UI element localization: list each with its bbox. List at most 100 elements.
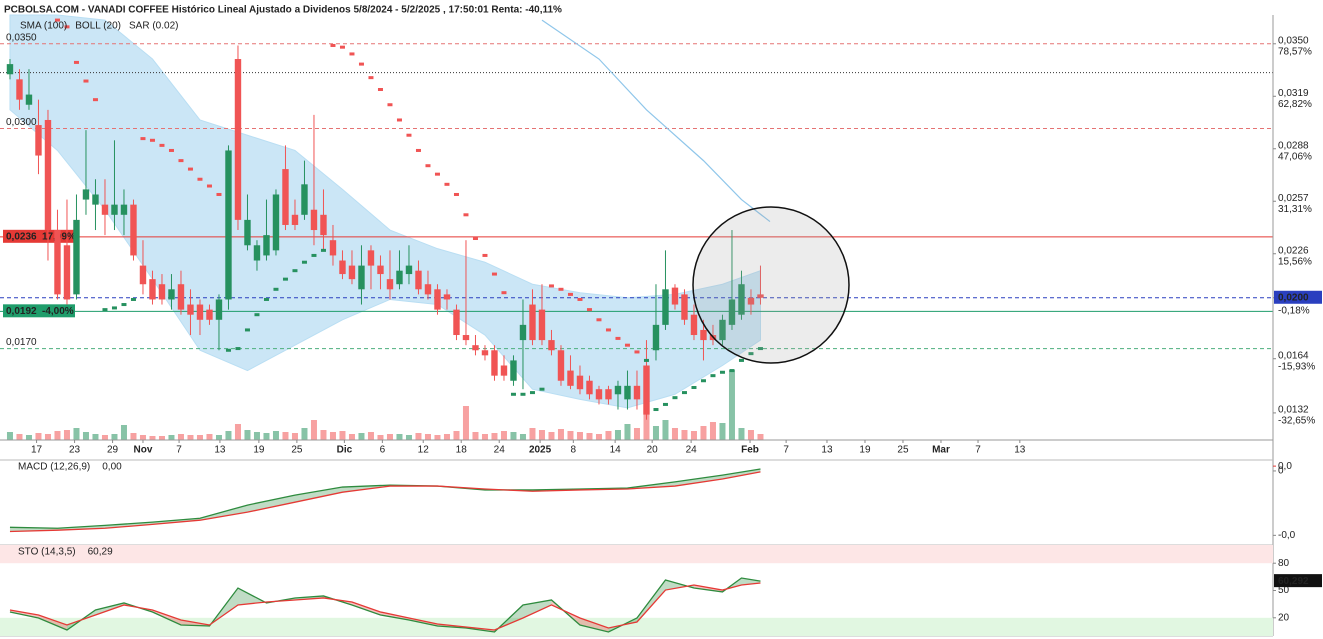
candle-body [187,304,194,315]
volume-bar [111,434,118,440]
candle-body [557,350,565,381]
volume-bar [44,434,51,440]
sar-dot [178,159,184,163]
volume-bar [529,428,536,440]
volume-bar [82,432,89,440]
x-tick-label: 7 [783,445,789,456]
volume-bar [671,428,678,440]
last-price-box [1274,290,1322,304]
candle-body [149,279,156,300]
level-label: 0,0350 [6,32,37,43]
volume-bar [348,434,355,440]
candle-body [671,287,679,305]
sar-dot [700,379,706,383]
sar-dot [472,237,478,241]
sar-dot [482,253,488,257]
candle-body [63,245,71,300]
sar-dot [339,45,345,49]
volume-bar [35,433,42,440]
candle-body [405,265,413,275]
candle-body [44,119,52,231]
sar-dot [396,118,402,122]
x-tick-label: 19 [859,445,871,456]
volume-bar [339,431,346,440]
volume-bar [605,431,612,440]
volume-bar [567,431,574,440]
volume-bar [500,431,507,440]
y-tick-label: 50 [1278,585,1290,596]
candle-body [738,284,745,315]
legend-entry: SMA (100) [20,21,67,32]
indicator-line [9,468,761,529]
candle-body [329,240,337,256]
candle-body [120,204,128,215]
sma-line [541,19,771,223]
volume-bar [633,428,640,440]
candle-body [595,389,603,400]
volume-bar [481,434,488,440]
volume-bar [63,430,70,440]
x-tick-label: 17 [31,445,43,456]
sar-dot [301,260,307,264]
candle-body [263,235,270,256]
y-tick-sublabel: -32,65% [1278,416,1315,427]
candle-body [500,365,508,376]
candle-body [624,385,631,400]
y-tick-label: 0,0164 [1278,350,1309,361]
candle-body [652,324,660,351]
x-tick-label: 13 [821,445,833,456]
candle-body [367,250,375,266]
candle-body [424,284,432,295]
candle-body [139,265,147,285]
sar-dot [330,43,336,47]
sar-dot [729,369,735,373]
volume-bar [196,435,203,440]
sar-dot [567,292,573,296]
volume-bar [586,433,593,440]
y-tick-sublabel: 62,82% [1278,99,1312,110]
candle-body [377,265,384,275]
volume-bar [453,431,460,440]
sar-dot [586,308,592,312]
candle-body [301,184,308,215]
fill-between [247,495,295,513]
candle-body [244,219,251,246]
volume-bar [282,432,289,440]
volume-bar [719,423,726,440]
volume-bar [244,430,251,440]
sar-dot [64,25,70,29]
candle-body [234,59,242,220]
volume-bar [538,430,545,440]
candle-body [510,360,517,381]
sar-dot [415,148,421,152]
candle-body [348,265,356,280]
volume-bar [272,431,279,440]
sar-dot [216,192,222,196]
y-tick-sublabel: 15,56% [1278,256,1312,267]
volume-bar [424,434,431,440]
candle-body [16,79,23,100]
y-tick-label: 0,0350 [1278,35,1309,46]
y-tick-sublabel: 47,06% [1278,151,1312,162]
candle-body [529,304,536,341]
candle-body [719,319,726,341]
volume-bar [510,432,517,440]
candle-body [310,209,318,231]
volume-bar [728,370,735,440]
sar-dot [463,213,469,217]
volume-bar [747,430,754,440]
sar-dot [738,358,744,362]
sar-dot [719,370,725,374]
candle-body [282,169,289,225]
volume-bar [320,430,327,440]
level-label: 0,0300 [6,117,37,128]
candle-body [253,245,261,261]
candle-body [700,329,707,341]
y-tick-label: 0 [1278,466,1284,477]
candle-body [415,270,422,290]
x-tick-label: 12 [418,445,430,456]
volume-bar [396,434,403,440]
sar-dot [672,396,678,400]
volume-bar [6,432,13,440]
